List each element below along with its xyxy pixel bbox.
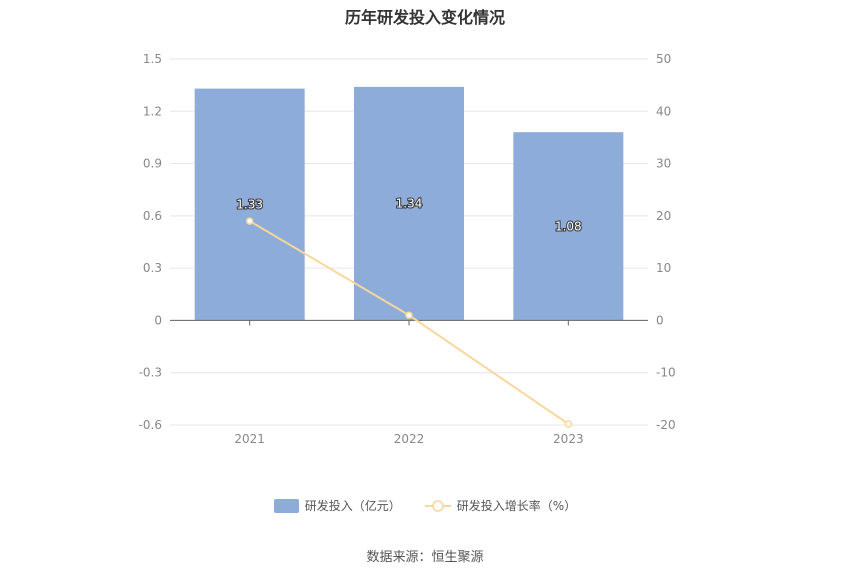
legend-line-swatch [424, 499, 451, 512]
left-axis-ticks: 1.5 1.2 0.9 0.6 0.3 0 -0.3 -0.6 [139, 52, 162, 432]
legend-item-line[interactable]: 研发投入增长率（%） [424, 497, 577, 514]
left-tick-label: 1.2 [143, 104, 162, 118]
right-tick-label: 20 [656, 209, 671, 223]
x-axis: 2021 2022 2023 [170, 319, 648, 446]
legend-line-label: 研发投入增长率（%） [456, 499, 577, 513]
x-tick-label: 2023 [553, 432, 584, 446]
bar-data-label: 1.08 [555, 219, 582, 233]
bar [354, 86, 464, 321]
bar-data-label: 1.34 [396, 197, 423, 211]
left-tick-label: 0.3 [143, 261, 162, 275]
source-note: 数据来源：恒生聚源 [366, 550, 484, 565]
legend-bar-swatch [273, 498, 299, 513]
line-series [245, 217, 573, 428]
left-tick-label: 0 [154, 313, 162, 327]
growth-point [245, 217, 254, 225]
growth-point [564, 420, 573, 428]
left-tick-label: 1.5 [143, 52, 162, 66]
left-tick-label: 0.6 [143, 209, 162, 223]
growth-point [405, 311, 413, 319]
legend-bar-label: 研发投入（亿元） [304, 499, 401, 513]
left-tick-label: 0.9 [143, 157, 162, 171]
bar-series [194, 86, 624, 321]
legend-item-bar[interactable]: 研发投入（亿元） [273, 497, 401, 514]
chart-plot-area: 1.5 1.2 0.9 0.6 0.3 0 -0.3 -0.6 50 40 30 20 10 0 -10 -… [139, 52, 676, 446]
right-tick-label: 0 [656, 313, 664, 327]
left-tick-label: -0.6 [139, 418, 162, 432]
bar-data-label: 1.33 [236, 198, 263, 212]
right-tick-label: -20 [656, 418, 676, 432]
right-tick-label: 50 [656, 52, 671, 66]
right-axis-ticks: 50 40 30 20 10 0 -10 -20 [656, 52, 676, 432]
right-tick-label: 40 [656, 104, 671, 118]
bar-data-labels: 1.33 1.34 1.08 [235, 196, 582, 235]
right-tick-label: -10 [656, 366, 676, 380]
left-tick-label: -0.3 [139, 366, 162, 380]
bar [513, 132, 624, 321]
legend: 研发投入（亿元） 研发投入增长率（%） [0, 497, 850, 514]
x-tick-label: 2021 [234, 432, 265, 446]
right-tick-label: 30 [656, 157, 671, 171]
bar [194, 88, 305, 321]
chart-title: 历年研发投入变化情况 [344, 8, 505, 27]
x-tick-label: 2022 [394, 432, 425, 446]
right-tick-label: 10 [656, 261, 671, 275]
